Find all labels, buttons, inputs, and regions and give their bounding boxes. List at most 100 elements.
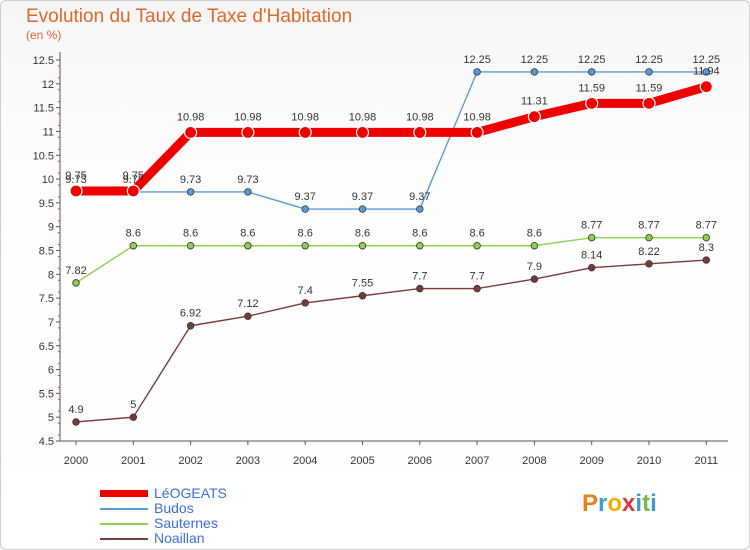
data-point: [588, 68, 596, 76]
data-point: [301, 242, 309, 250]
data-point: [129, 413, 137, 421]
data-point: [358, 205, 367, 213]
data-label: 8.77: [638, 220, 659, 232]
legend-swatch-noaillan: [100, 538, 148, 540]
data-point: [699, 80, 713, 94]
logo-letter: i: [635, 490, 643, 517]
y-tick-label: 10: [42, 174, 54, 186]
data-label: 8.6: [126, 228, 141, 240]
legend-swatch-sauternes: [100, 523, 148, 525]
y-tick-label: 11: [43, 126, 54, 138]
data-point: [470, 125, 484, 139]
data-point: [416, 205, 424, 213]
data-point: [298, 125, 312, 139]
x-tick-label: 2011: [694, 455, 718, 467]
data-label: 8.77: [581, 220, 602, 232]
data-point: [301, 205, 309, 213]
data-point: [244, 312, 252, 320]
data-point: [530, 242, 539, 250]
data-label: 10.98: [349, 111, 377, 123]
x-tick-label: 2003: [236, 455, 260, 467]
data-point: [588, 233, 596, 242]
data-point: [244, 242, 252, 250]
data-label: 8.6: [298, 228, 313, 240]
data-point: [186, 322, 195, 330]
data-point: [645, 68, 653, 76]
y-tick-label: 9: [48, 222, 54, 234]
series-line: [76, 71, 707, 210]
data-label: 9.37: [294, 191, 315, 203]
data-label: 10.98: [406, 111, 434, 123]
legend-swatch-budos: [100, 508, 148, 510]
data-label: 8.6: [412, 228, 427, 240]
data-label: 10.98: [291, 111, 319, 123]
series-line: [75, 259, 707, 423]
data-point: [645, 260, 653, 268]
x-tick-label: 2002: [178, 455, 202, 467]
data-point: [301, 299, 309, 307]
data-label: 9.37: [352, 191, 373, 203]
proxiti-logo: Proxiti: [582, 490, 657, 518]
x-tick-label: 2004: [293, 455, 317, 467]
y-tick-label: 8.5: [39, 246, 54, 258]
data-point: [355, 125, 370, 139]
data-label: 11.31: [521, 96, 548, 108]
data-point: [358, 242, 367, 250]
data-point: [473, 284, 481, 293]
data-label: 12.25: [693, 54, 721, 66]
legend-label-sauternes: Sauternes: [154, 515, 218, 531]
data-label: 9.73: [65, 174, 86, 186]
data-point: [645, 233, 653, 242]
y-tick-label: 11.5: [33, 103, 54, 115]
legend-label-leogeats: LéOGEATS: [154, 485, 227, 501]
data-label: 12.25: [635, 54, 663, 66]
data-point: [186, 188, 195, 196]
data-label: 7.7: [412, 271, 427, 283]
y-tick-label: 10.5: [33, 150, 54, 162]
data-label: 5: [130, 399, 136, 411]
data-label: 12.25: [521, 54, 549, 66]
logo-letter: x: [622, 490, 636, 517]
x-tick-label: 2007: [465, 455, 489, 467]
legend-swatch-leogeats: [100, 490, 148, 497]
data-point: [241, 125, 255, 139]
data-point: [416, 284, 424, 293]
data-label: 7.55: [352, 278, 373, 290]
y-tick-label: 5.5: [39, 388, 54, 400]
data-label: 12.25: [578, 54, 606, 66]
series-line: [76, 82, 708, 196]
data-label: 7.12: [237, 298, 258, 310]
data-label: 9.73: [180, 174, 201, 186]
x-tick-label: 2000: [64, 455, 88, 467]
data-label: 7.9: [527, 261, 542, 273]
data-point: [413, 125, 427, 139]
data-label: 8.14: [581, 250, 602, 262]
series-line: [75, 236, 707, 284]
data-point: [588, 263, 596, 272]
y-tick-label: 8: [48, 269, 54, 281]
data-point: [72, 279, 80, 287]
data-label: 8.6: [240, 228, 255, 240]
x-tick-label: 2008: [522, 455, 546, 467]
data-point: [126, 184, 140, 198]
data-label: 8.6: [183, 228, 198, 240]
x-tick-label: 2010: [637, 455, 661, 467]
data-point: [184, 125, 198, 139]
y-tick-label: 9.5: [39, 198, 54, 210]
data-point: [72, 418, 80, 426]
data-label: 7.4: [298, 285, 313, 297]
data-point: [702, 68, 710, 76]
data-label: 8.6: [469, 228, 484, 240]
data-label: 11.59: [578, 82, 605, 94]
x-tick-label: 2001: [121, 455, 145, 467]
data-label: 9.75: [65, 170, 86, 182]
data-label: 9.37: [409, 191, 430, 203]
data-label: 12.25: [463, 54, 491, 66]
data-point: [530, 68, 539, 76]
y-tick-label: 5: [48, 412, 54, 424]
chart-title: Evolution du Taux de Taxe d'Habitation: [26, 6, 353, 27]
data-label: 11.59: [636, 82, 663, 94]
data-point: [473, 242, 481, 250]
